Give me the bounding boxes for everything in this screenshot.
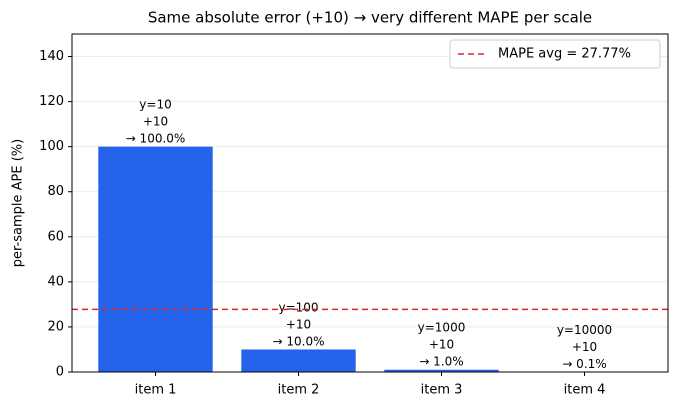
value-label-line: +10 xyxy=(286,317,311,331)
bar xyxy=(241,349,356,372)
value-label-line: y=10 xyxy=(139,97,171,111)
x-tick-label: item 3 xyxy=(421,383,463,398)
value-label-line: y=100 xyxy=(278,300,318,314)
x-tick-label: item 4 xyxy=(564,383,606,398)
value-label: y=1000 +10 → 1.0% xyxy=(418,320,466,368)
bar xyxy=(98,146,213,372)
value-label: y=10 +10 → 100.0% xyxy=(126,97,186,145)
legend-box xyxy=(449,39,661,69)
y-tick-label: 140 xyxy=(39,49,64,64)
value-label: y=100 +10 → 10.0% xyxy=(273,300,325,348)
y-tick-label: 120 xyxy=(39,94,64,109)
y-tick-label: 40 xyxy=(47,274,64,289)
chart-title: Same absolute error (+10) → very differe… xyxy=(148,9,592,27)
bar xyxy=(384,369,499,372)
x-tick-label: item 1 xyxy=(135,383,177,398)
y-tick-label: 60 xyxy=(47,229,64,244)
y-tick-label: 20 xyxy=(47,319,64,334)
value-label-line: → 10.0% xyxy=(273,334,325,348)
value-label: y=10000 +10 → 0.1% xyxy=(557,322,612,370)
y-tick-label: 80 xyxy=(47,184,64,199)
value-label-line: +10 xyxy=(143,114,168,128)
value-label-line: +10 xyxy=(429,337,454,351)
plot-frame xyxy=(71,33,669,373)
value-label-line: +10 xyxy=(572,339,597,353)
legend-label: MAPE avg = 27.77% xyxy=(498,47,631,62)
y-axis-label: per-sample APE (%) xyxy=(11,139,26,267)
value-label-line: y=1000 xyxy=(418,320,466,334)
y-tick-label: 100 xyxy=(39,139,64,154)
x-tick-label: item 2 xyxy=(278,383,320,398)
y-tick-label: 0 xyxy=(56,365,64,380)
value-label-line: → 100.0% xyxy=(126,131,186,145)
value-label-line: y=10000 xyxy=(557,322,612,336)
value-label-line: → 0.1% xyxy=(562,356,606,370)
value-label-line: → 1.0% xyxy=(419,354,463,368)
